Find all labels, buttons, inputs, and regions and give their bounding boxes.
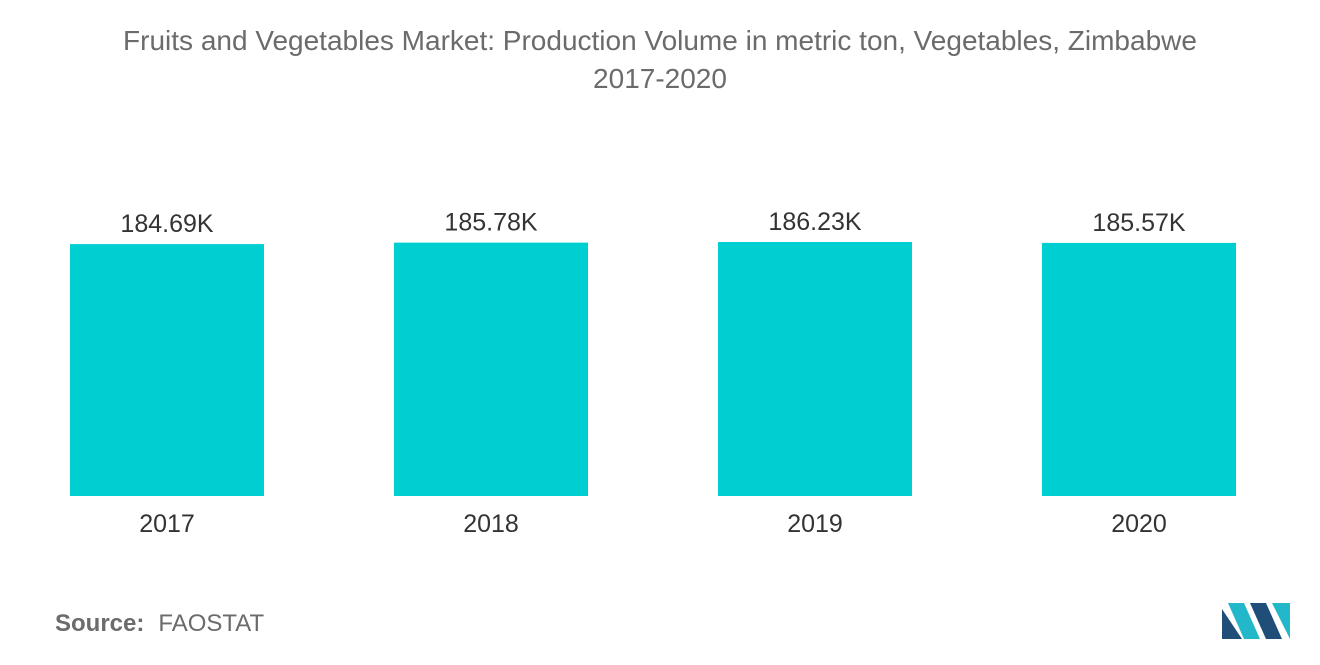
x-tick-label-2019: 2019 <box>787 510 843 538</box>
bar-2019 <box>718 242 912 496</box>
data-label-2020: 185.57K <box>1092 209 1185 237</box>
x-tick-label-2017: 2017 <box>139 510 195 538</box>
bar-2020 <box>1042 242 1236 496</box>
source-note: Source: FAOSTAT <box>55 610 264 638</box>
chart-title-block: Fruits and Vegetables Market: Production… <box>0 22 1320 98</box>
brand-logo-icon <box>1222 603 1290 639</box>
data-label-2017: 184.69K <box>120 210 213 238</box>
chart-title: Fruits and Vegetables Market: Production… <box>123 25 1197 56</box>
bar-2017 <box>70 244 264 496</box>
source-label: Source: <box>55 610 145 637</box>
source-value: FAOSTAT <box>158 610 265 637</box>
x-tick-label-2020: 2020 <box>1111 510 1167 538</box>
data-label-2018: 185.78K <box>444 209 537 237</box>
data-label-2019: 186.23K <box>768 208 861 236</box>
x-tick-label-2018: 2018 <box>463 510 519 538</box>
chart-subtitle: 2017-2020 <box>593 63 727 94</box>
bar-chart: 184.69K 2017 185.78K 2018 186.23K 2019 185.57K… <box>70 208 1236 538</box>
bar-2018 <box>394 242 588 496</box>
